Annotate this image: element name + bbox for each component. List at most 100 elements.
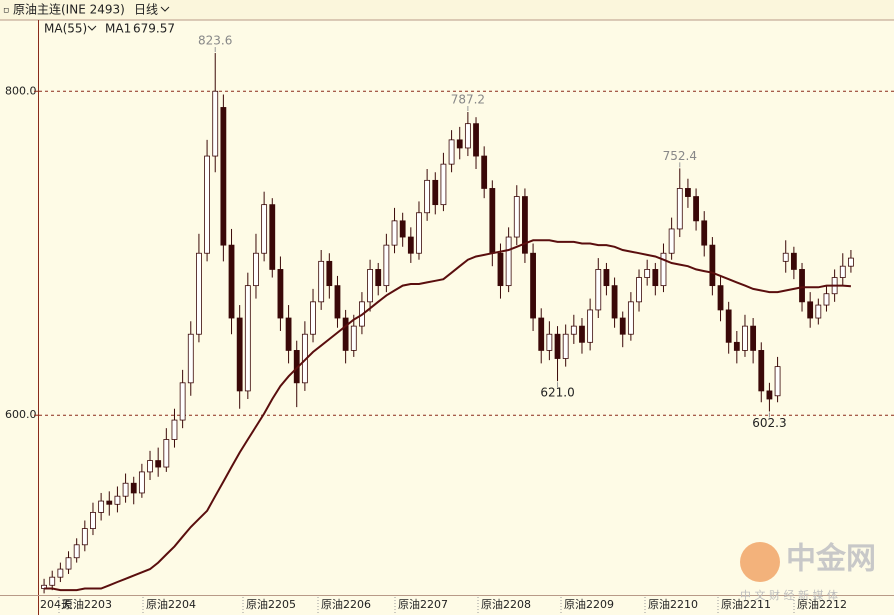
candle-body <box>391 220 398 246</box>
candle-body <box>244 285 251 392</box>
x-tick-label: 原油2205 <box>246 597 296 611</box>
indicator[interactable]: MA(55) <box>44 22 87 36</box>
candle-body <box>57 568 64 578</box>
period-dropdown[interactable] <box>160 6 170 12</box>
candle-body <box>334 285 341 319</box>
candle-body <box>65 557 72 570</box>
candle-body <box>196 252 202 335</box>
candle-body <box>782 252 789 262</box>
candle-body <box>424 179 431 214</box>
candle-body <box>204 155 210 254</box>
candle-body <box>774 366 781 397</box>
candle-body <box>269 204 276 270</box>
candle-body <box>236 317 243 392</box>
x-tick-label: 原油2207 <box>398 597 448 611</box>
menu-icon[interactable]: ▫ <box>3 6 9 16</box>
x-tick-label: 原油2212 <box>797 597 847 611</box>
candle-body <box>147 460 153 473</box>
period[interactable]: 日线 <box>134 3 158 17</box>
candle-body <box>725 309 732 343</box>
candle-body <box>839 265 846 278</box>
candle-body <box>513 196 520 238</box>
candle-body <box>318 260 325 303</box>
candle-body <box>416 212 422 254</box>
candle-body <box>750 325 757 351</box>
candle-body <box>253 252 259 287</box>
candle-body <box>171 419 178 440</box>
watermark-subtitle: 中 文 财 经 新 媒 体 <box>740 588 838 602</box>
extreme-label: 602.3 <box>752 416 786 430</box>
x-tick-label: 原油2210 <box>648 597 698 611</box>
candle-body <box>644 269 651 278</box>
candle-body <box>660 252 667 287</box>
candle-body <box>155 460 162 468</box>
candle-body <box>619 317 626 335</box>
candle-body <box>130 482 137 494</box>
candle-body <box>522 196 528 254</box>
candle-body <box>98 500 105 513</box>
candle-body <box>538 317 545 351</box>
candle-body <box>41 584 47 589</box>
candle-body <box>122 482 129 497</box>
candle-body <box>383 244 390 287</box>
candle-body <box>73 544 80 559</box>
candle-body <box>163 439 170 468</box>
candle-body <box>342 317 349 351</box>
candle-body <box>579 325 585 343</box>
candle-body <box>595 269 602 311</box>
extreme-label: 621.0 <box>540 386 574 400</box>
candle-body <box>440 163 447 206</box>
candle-body <box>701 220 708 246</box>
candle-body <box>326 260 333 287</box>
candle-body <box>530 252 536 319</box>
y-tick-label: 800.0 <box>5 84 37 97</box>
candle-body <box>432 179 439 206</box>
candle-body <box>587 309 594 343</box>
candle-body <box>554 333 561 359</box>
candle-body <box>693 196 699 222</box>
x-tick-label: 原油2204 <box>146 597 196 611</box>
candle-body <box>228 244 235 319</box>
candle-body <box>815 304 822 319</box>
candle-body <box>114 495 121 505</box>
candle-body <box>652 269 659 287</box>
candle-body <box>636 277 642 303</box>
candle-body <box>399 220 406 238</box>
x-tick-label: 原油2211 <box>721 597 771 611</box>
candle-body <box>310 301 316 335</box>
watermark-logo <box>740 542 780 582</box>
candle-body <box>179 382 186 421</box>
candle-body <box>823 293 830 306</box>
candle-body <box>497 252 504 287</box>
candle-body <box>456 139 463 149</box>
candle-body <box>742 325 748 351</box>
candle-body <box>807 301 814 319</box>
watermark-text: 中金网 <box>786 542 876 577</box>
candle-body <box>489 188 496 254</box>
chart-title[interactable]: 原油主连(INE 2493) <box>13 2 125 17</box>
candle-body <box>546 333 553 351</box>
candle-body <box>90 511 96 529</box>
candle-body <box>212 90 219 157</box>
candle-body <box>81 528 88 546</box>
candle-body <box>285 317 292 351</box>
candle-body <box>709 244 716 287</box>
candle-body <box>676 188 683 230</box>
y-tick-label: 600.0 <box>5 408 37 421</box>
candle-body <box>220 107 227 246</box>
candle-body <box>717 285 724 311</box>
candle-body <box>448 139 455 165</box>
header-bar <box>0 0 894 20</box>
candle-body <box>261 204 268 254</box>
candle-body <box>790 252 797 270</box>
ma-last-value: 679.57 <box>133 22 175 36</box>
indicator-dropdown[interactable] <box>87 25 97 31</box>
extreme-label: 823.6 <box>198 34 232 48</box>
candle-body <box>766 390 773 400</box>
x-tick-label: 原油2206 <box>321 597 371 611</box>
candle-body <box>473 123 479 157</box>
x-tick-label: 原油2209 <box>564 597 614 611</box>
